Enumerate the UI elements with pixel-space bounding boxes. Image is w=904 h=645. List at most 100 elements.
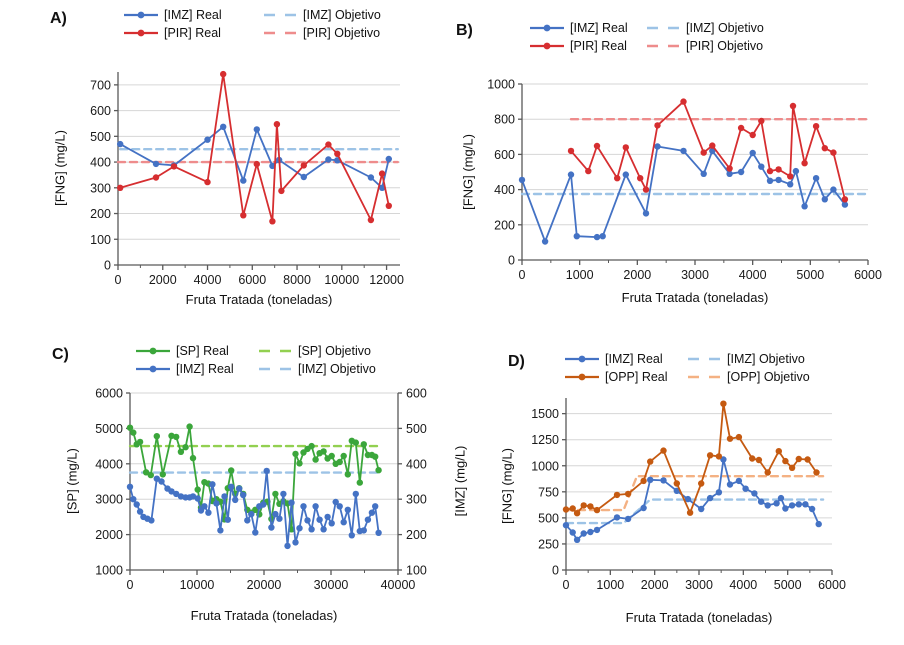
data-point bbox=[273, 121, 281, 128]
data-point bbox=[562, 522, 570, 529]
data-point bbox=[209, 481, 216, 488]
data-point bbox=[775, 448, 782, 455]
tick-label: 6000 bbox=[95, 387, 123, 401]
data-point bbox=[189, 454, 197, 462]
tick-label: 100 bbox=[90, 233, 111, 247]
data-point bbox=[640, 477, 647, 485]
data-point bbox=[177, 448, 185, 455]
data-point bbox=[224, 516, 231, 523]
chart-svg: 0 200 400 600 800 1000 0 1000 2000 3000 4000 5000 60… bbox=[487, 78, 882, 283]
legend-item-label: [SP] Real bbox=[176, 344, 229, 358]
tick-label: 0 bbox=[127, 578, 134, 592]
tick-label: 500 bbox=[406, 422, 427, 436]
tick-label: 5000 bbox=[796, 268, 824, 282]
data-point bbox=[680, 147, 687, 155]
legend-sample-line bbox=[688, 357, 720, 361]
data-point bbox=[841, 201, 849, 208]
data-point bbox=[268, 524, 275, 531]
data-point bbox=[749, 455, 756, 462]
data-point bbox=[220, 70, 227, 78]
data-point bbox=[378, 184, 386, 191]
tick-label: 750 bbox=[538, 485, 559, 499]
y-axis-title: [FNG] (mg/L) bbox=[460, 134, 476, 210]
tick-label: 0 bbox=[115, 273, 122, 287]
tick-label: 400 bbox=[90, 156, 111, 170]
data-point bbox=[204, 178, 211, 186]
data-point bbox=[737, 168, 745, 176]
tick-label: 800 bbox=[494, 113, 515, 127]
tick-label: 500 bbox=[90, 130, 111, 144]
tick-label: 400 bbox=[494, 183, 515, 197]
data-point bbox=[593, 233, 601, 241]
data-point bbox=[228, 467, 235, 474]
data-point bbox=[296, 460, 303, 467]
tick-label: 500 bbox=[538, 511, 559, 525]
data-point bbox=[236, 485, 243, 492]
data-point bbox=[642, 186, 650, 193]
data-point bbox=[613, 491, 621, 499]
data-point bbox=[204, 136, 211, 143]
tick-label: 1250 bbox=[531, 433, 559, 447]
data-point bbox=[587, 503, 594, 510]
legend-item-label: [OPP] Objetivo bbox=[727, 370, 810, 384]
data-point bbox=[147, 471, 154, 479]
chart-svg: 0 250 500 750 1000 1250 1500 0 1000 2000 3000 4000 5… bbox=[531, 398, 846, 592]
data-point bbox=[821, 145, 828, 152]
data-point bbox=[228, 483, 235, 490]
markers-[OPP] Real bbox=[562, 400, 820, 517]
data-point bbox=[320, 448, 327, 455]
data-point bbox=[637, 175, 644, 182]
data-point bbox=[304, 517, 311, 524]
data-point bbox=[706, 452, 714, 459]
panel-c: C) [SP] Real [SP] Objetivo [IMZ] Real [IMZ]… bbox=[0, 322, 468, 644]
legend-item-label: [OPP] Real bbox=[605, 370, 668, 384]
data-point bbox=[647, 458, 654, 465]
data-point bbox=[812, 123, 820, 130]
tick-label: 5000 bbox=[95, 422, 123, 436]
data-point bbox=[252, 529, 259, 536]
data-point bbox=[567, 147, 575, 155]
data-point bbox=[316, 516, 323, 523]
tick-label: 0 bbox=[552, 564, 559, 578]
chart-svg: 1000200030004000500060001002003004005006… bbox=[95, 387, 427, 593]
legend-sample-line bbox=[565, 373, 599, 381]
tick-label: 40000 bbox=[381, 578, 416, 592]
data-point bbox=[126, 424, 134, 431]
legend-item-label: [PIR] Objetivo bbox=[686, 39, 764, 53]
tick-label: 200 bbox=[406, 528, 427, 542]
data-point bbox=[278, 187, 285, 195]
legend: [IMZ] Real [IMZ] Objetivo [PIR] Real [PIR] … bbox=[123, 8, 381, 40]
legend-item-[OPP] Objetivo: [OPP] Objetivo bbox=[686, 370, 810, 384]
legend-item-label: [IMZ] Objetivo bbox=[298, 362, 376, 376]
data-point bbox=[720, 456, 727, 463]
series-line-[PIR] Real bbox=[570, 100, 846, 201]
data-point bbox=[573, 536, 581, 543]
data-point bbox=[213, 500, 220, 507]
legend-item-[OPP] Real: [OPP] Real bbox=[564, 370, 686, 384]
data-point bbox=[813, 469, 820, 476]
legend: [IMZ] Real [IMZ] Objetivo [PIR] Real [PIR] … bbox=[529, 21, 764, 53]
data-point bbox=[201, 503, 208, 510]
data-point bbox=[336, 503, 343, 510]
data-point bbox=[269, 218, 276, 225]
markers-[PIR] Real bbox=[567, 98, 849, 203]
data-point bbox=[153, 433, 160, 440]
data-point bbox=[312, 503, 319, 510]
data-point bbox=[248, 510, 255, 518]
data-point bbox=[788, 502, 796, 509]
data-point bbox=[720, 400, 727, 407]
data-point bbox=[773, 500, 780, 507]
data-point bbox=[593, 526, 601, 534]
axes: 1000200030004000500060001002003004005006… bbox=[95, 387, 427, 593]
data-point bbox=[360, 441, 367, 448]
gridlines bbox=[522, 83, 868, 226]
data-point bbox=[153, 475, 160, 482]
legend-sample-line bbox=[136, 347, 170, 355]
data-point bbox=[821, 196, 828, 203]
data-point bbox=[830, 186, 837, 193]
data-point bbox=[352, 439, 359, 446]
data-point bbox=[300, 162, 307, 169]
data-point bbox=[328, 520, 335, 527]
data-point bbox=[336, 458, 343, 466]
